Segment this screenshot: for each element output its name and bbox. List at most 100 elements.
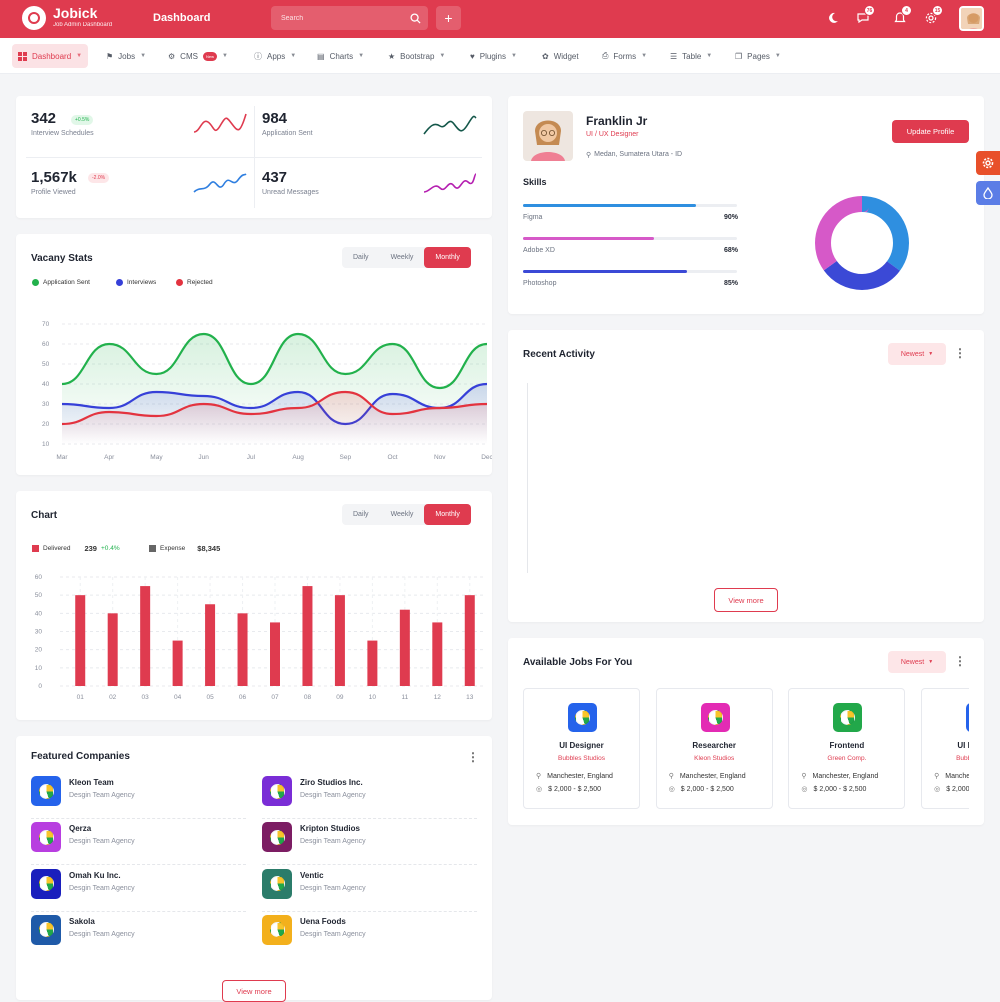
profile-name: Franklin Jr <box>586 114 648 128</box>
company-item[interactable]: Omah Ku Inc. Desgin Team Agency <box>31 868 246 915</box>
settings-fab-icon[interactable] <box>976 151 1000 175</box>
series-line <box>61 382 488 426</box>
company-item[interactable]: Qerza Desgin Team Agency <box>31 822 246 868</box>
main-nav: Dashboard ▼ ⚑ Jobs ▼ ⚙ CMS New ▼ ⓘ Apps ▼ ▤ Chart… <box>0 38 1000 74</box>
settings-badge: 15 <box>932 5 943 16</box>
job-company: Bubbles Studios <box>956 755 969 762</box>
profile-role: UI / UX Designer <box>586 131 639 138</box>
nav-widget[interactable]: ✿ Widget <box>542 44 579 68</box>
chevron-down-icon: ▼ <box>76 53 83 59</box>
messages-icon[interactable]: 76 <box>855 5 875 26</box>
bar[interactable] <box>140 586 151 686</box>
more-options-icon[interactable]: ⋮ <box>954 654 966 668</box>
settings-icon[interactable]: 15 <box>923 5 943 26</box>
nav-cms[interactable]: ⚙ CMS New ▼ <box>168 44 228 68</box>
search-input[interactable] <box>271 6 401 30</box>
company-subtitle: Desgin Team Agency <box>69 930 135 938</box>
bar[interactable] <box>334 595 345 686</box>
job-title: Frontend <box>829 741 865 750</box>
y-tick-label: 70 <box>42 321 50 328</box>
company-subtitle: Desgin Team Agency <box>300 930 366 938</box>
tab-daily[interactable]: Daily <box>353 254 369 261</box>
nav-label: Bootstrap <box>400 51 435 61</box>
job-card[interactable]: UI Designer Bubbles Studios ⚲Manchester,… <box>523 688 640 809</box>
tab-monthly[interactable]: Monthly <box>424 247 471 268</box>
bell-icon[interactable]: 4 <box>892 5 912 26</box>
logo-icon[interactable] <box>22 6 46 30</box>
nav-bootstrap[interactable]: ★ Bootstrap ▼ <box>388 44 445 68</box>
company-logo-icon <box>262 914 292 945</box>
bar[interactable] <box>75 595 86 686</box>
nav-label: Pages <box>747 51 770 61</box>
info-icon: ⓘ <box>254 51 262 61</box>
recent-activity-card: Recent Activity Newest ▼ ⋮ View more <box>508 330 984 622</box>
company-item[interactable]: Uena Foods Desgin Team Agency <box>262 914 477 961</box>
theme-drop-icon[interactable] <box>976 181 1000 205</box>
location-pin-icon: ⚲ <box>801 773 807 780</box>
company-item[interactable]: Ventic Desgin Team Agency <box>262 868 477 915</box>
nav-charts[interactable]: ▤ Charts ▼ <box>317 44 364 68</box>
tab-daily[interactable]: Daily <box>353 511 369 518</box>
bar[interactable] <box>432 622 443 686</box>
jobs-filter-dropdown[interactable]: Newest ▼ <box>888 651 946 673</box>
tab-monthly[interactable]: Monthly <box>424 504 471 525</box>
bar[interactable] <box>270 622 280 686</box>
company-item[interactable]: Sakola Desgin Team Agency <box>31 914 246 961</box>
bar[interactable] <box>172 640 183 686</box>
company-logo-icon <box>31 914 61 945</box>
delivery-bar-chart: 0 10 20 30 40 50 60 01 02 03 04 05 06 07 08 09 10 11 12 13 <box>35 574 486 701</box>
moon-icon[interactable] <box>825 10 841 26</box>
activity-filter-dropdown[interactable]: Newest ▼ <box>888 343 946 365</box>
money-icon: ◎ <box>668 786 675 793</box>
y-tick-label: 0 <box>38 683 42 690</box>
company-subtitle: Desgin Team Agency <box>69 884 135 892</box>
bar[interactable] <box>107 613 118 686</box>
company-name: Uena Foods <box>300 916 346 926</box>
nav-apps[interactable]: ⓘ Apps ▼ <box>254 44 296 68</box>
nav-jobs[interactable]: ⚑ Jobs ▼ <box>106 44 146 68</box>
job-card[interactable]: Frontend Green Comp. ⚲ Manchester, Englan… <box>788 688 906 809</box>
bar[interactable] <box>464 595 475 686</box>
profile-location: ⚲ Medan, Sumatera Utara - ID <box>586 151 683 159</box>
star-icon: ★ <box>388 51 396 61</box>
stat-value: 984 <box>262 110 288 127</box>
company-item[interactable]: Ziro Studios Inc. Desgin Team Agency <box>262 776 477 822</box>
bar[interactable] <box>399 609 410 686</box>
nav-dashboard[interactable]: Dashboard ▼ <box>12 44 89 68</box>
tab-weekly[interactable]: Weekly <box>390 254 414 261</box>
job-location: ⚲Manchester, England <box>536 772 613 781</box>
search-box <box>271 6 428 30</box>
grid-icon <box>18 51 27 61</box>
nav-label: Charts <box>329 51 354 61</box>
bar[interactable] <box>302 586 313 686</box>
donut-slice <box>815 196 909 290</box>
chevron-down-icon: ▼ <box>774 53 781 59</box>
more-options-icon[interactable]: ⋮ <box>467 750 479 764</box>
activity-view-more-button[interactable]: View more <box>714 588 778 612</box>
nav-forms[interactable]: ⎙ Forms ▼ <box>602 44 647 68</box>
y-tick-label: 20 <box>35 647 43 654</box>
company-item[interactable]: Kleon Team Desgin Team Agency <box>31 776 246 822</box>
chevron-down-icon: ▼ <box>511 53 517 59</box>
job-card[interactable]: UI Designer Bubbles Studios ⚲Manchester,… <box>921 688 969 809</box>
update-profile-button[interactable]: Update Profile <box>892 120 969 143</box>
user-avatar[interactable] <box>959 6 984 31</box>
company-name: Kleon Team <box>69 778 114 787</box>
nav-table[interactable]: ☰ Table ▼ <box>670 44 712 68</box>
more-options-icon[interactable]: ⋮ <box>954 346 966 360</box>
add-button[interactable]: + <box>436 6 461 30</box>
tab-weekly[interactable]: Weekly <box>390 511 414 518</box>
search-icon[interactable] <box>402 6 428 30</box>
location-pin-icon: ⚲ <box>536 773 542 780</box>
skill-bar-fill <box>523 204 697 207</box>
job-card[interactable]: Researcher Kleon Studios ⚲ Manchester, En… <box>655 688 773 809</box>
bar[interactable] <box>367 640 378 686</box>
vacancy-period-tabs: Daily Weekly Monthly <box>342 247 471 268</box>
company-subtitle: Desgin Team Agency <box>69 792 135 799</box>
nav-pages[interactable]: ❐ Pages ▼ <box>735 44 781 68</box>
bar[interactable] <box>237 613 248 686</box>
nav-plugins[interactable]: ♥ Plugins ▼ <box>470 44 517 68</box>
bar[interactable] <box>205 604 216 686</box>
y-tick-label: 10 <box>35 665 43 672</box>
company-item[interactable]: Kripton Studios Desgin Team Agency <box>262 822 477 868</box>
